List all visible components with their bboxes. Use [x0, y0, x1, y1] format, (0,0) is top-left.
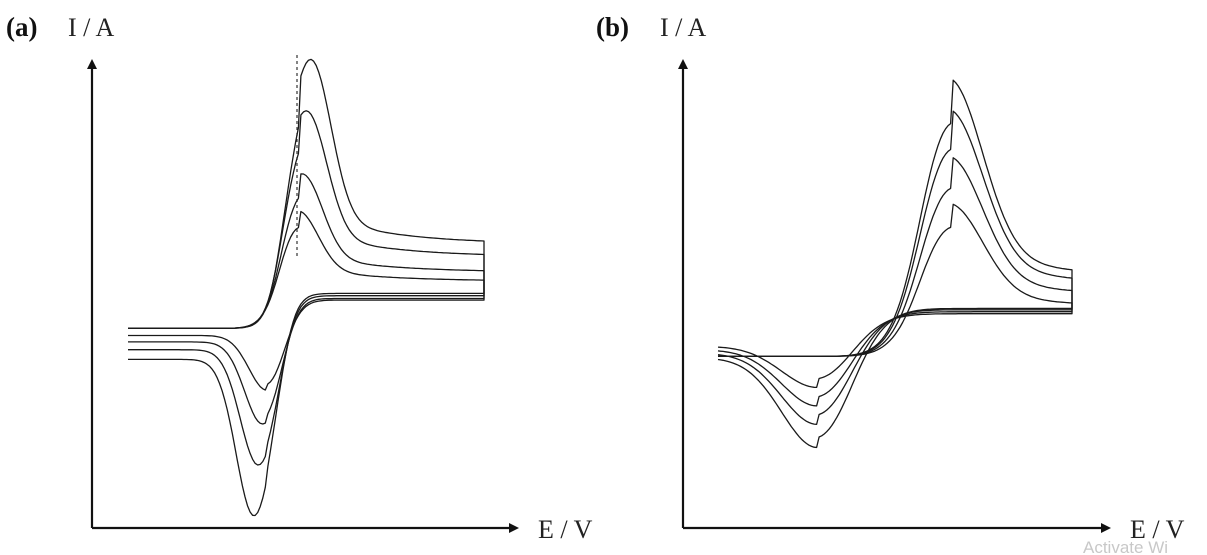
panel-b-cv-curve-2 — [717, 157, 1073, 407]
panel-a-label: (a) — [6, 12, 37, 42]
panel-a-curves — [128, 58, 485, 517]
panel-b-cv-curve-3 — [717, 110, 1073, 426]
panel-b-ylabel: I / A — [660, 13, 706, 42]
panel-b: (b) I / A E / V — [596, 12, 1185, 544]
watermark-text: Activate Wi — [1083, 538, 1168, 555]
panel-b-label: (b) — [596, 12, 629, 42]
panel-b-cv-curve-1 — [717, 203, 1073, 389]
panel-a-cv-curve-3 — [128, 110, 485, 466]
panel-b-curves — [717, 79, 1073, 449]
panel-a: (a) I / A E / V — [6, 12, 593, 544]
panel-a-xlabel: E / V — [538, 515, 593, 544]
panel-b-cv-curve-4 — [717, 79, 1073, 449]
panel-a-ylabel: I / A — [68, 13, 114, 42]
panel-a-cv-curve-4 — [128, 58, 485, 517]
panel-b-xlabel: E / V — [1130, 515, 1185, 544]
